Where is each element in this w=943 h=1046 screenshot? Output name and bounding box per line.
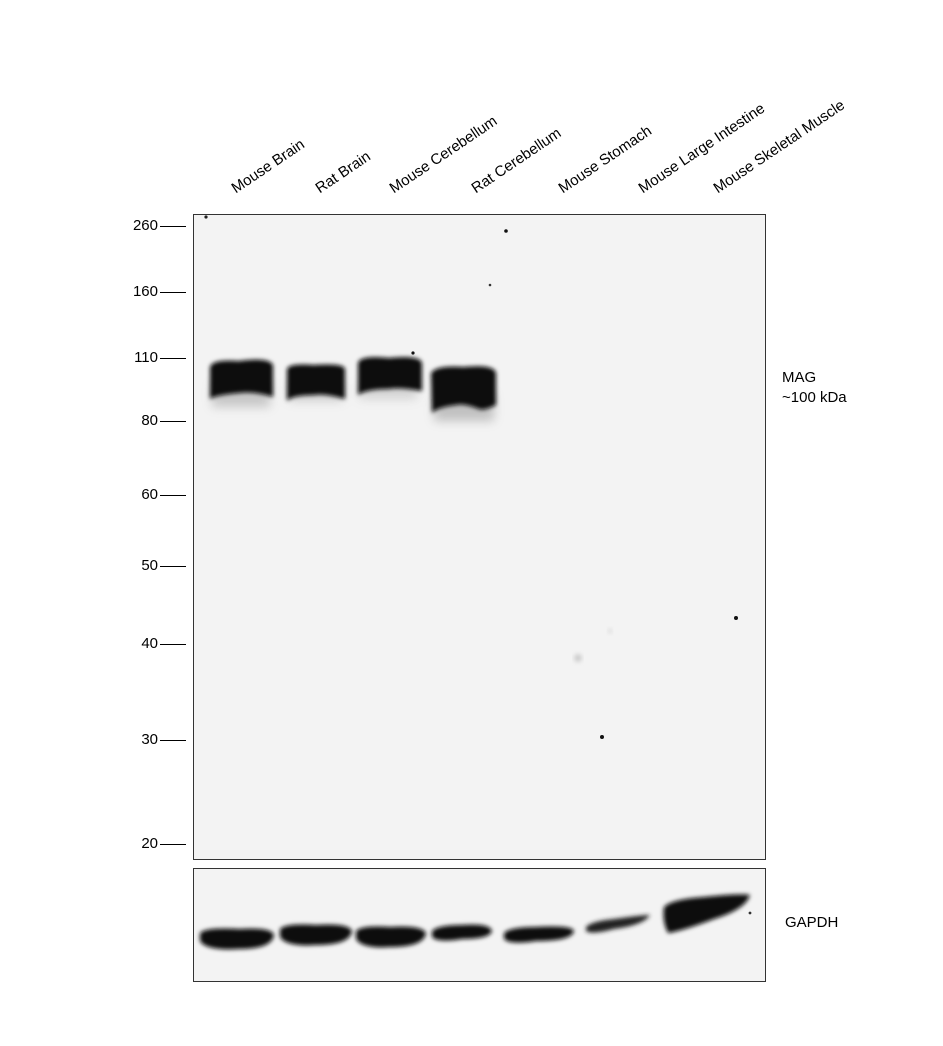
mw-label-160: 160 [132,283,158,300]
band-mag-lane-2 [287,364,345,401]
mw-label-260: 260 [132,217,158,234]
target-name: MAG [782,369,817,386]
mw-tick-40 [160,644,186,645]
mw-tick-50 [160,566,186,567]
mw-label-20: 20 [141,835,158,852]
loading-control-blot-image [200,894,752,950]
mw-tick-260 [160,226,186,227]
band-gapdh-lane-6 [586,915,650,933]
band-mag-lane-4 [431,366,496,413]
lane-label-rat-brain: Rat Brain [312,147,374,197]
mw-label-30: 30 [141,731,158,748]
target-size: ~100 kDa [782,389,847,406]
mw-tick-160 [160,292,186,293]
lane-label-mouse-skeletal-muscle: Mouse Skeletal Muscle [710,96,848,197]
band-mag-lane-3 [358,357,422,395]
band-gapdh-lane-1 [200,928,274,950]
mw-label-50: 50 [141,557,158,574]
mw-tick-30 [160,740,186,741]
main-blot-image [204,215,738,739]
mw-tick-20 [160,844,186,845]
band-mag-lane-1 [210,359,273,399]
band-gapdh-lane-4 [432,924,492,941]
lane-label-mouse-brain: Mouse Brain [228,135,308,197]
main-blot-panel [193,214,766,860]
lane-label-mouse-large-intestine: Mouse Large Intestine [635,99,769,197]
mw-label-60: 60 [141,486,158,503]
band-gapdh-lane-7 [663,894,750,933]
loading-control-label: GAPDH [785,914,839,931]
mw-label-80: 80 [141,412,158,429]
loading-control-blot-panel [193,868,766,982]
band-gapdh-lane-2 [280,924,352,946]
band-gapdh-lane-5 [504,926,574,943]
mw-tick-60 [160,495,186,496]
band-gapdh-lane-3 [356,926,426,948]
mw-label-40: 40 [141,635,158,652]
mw-label-110: 110 [134,349,158,366]
target-label: MAG ~100 kDa [782,368,847,408]
mw-tick-110 [160,358,186,359]
mw-tick-80 [160,421,186,422]
